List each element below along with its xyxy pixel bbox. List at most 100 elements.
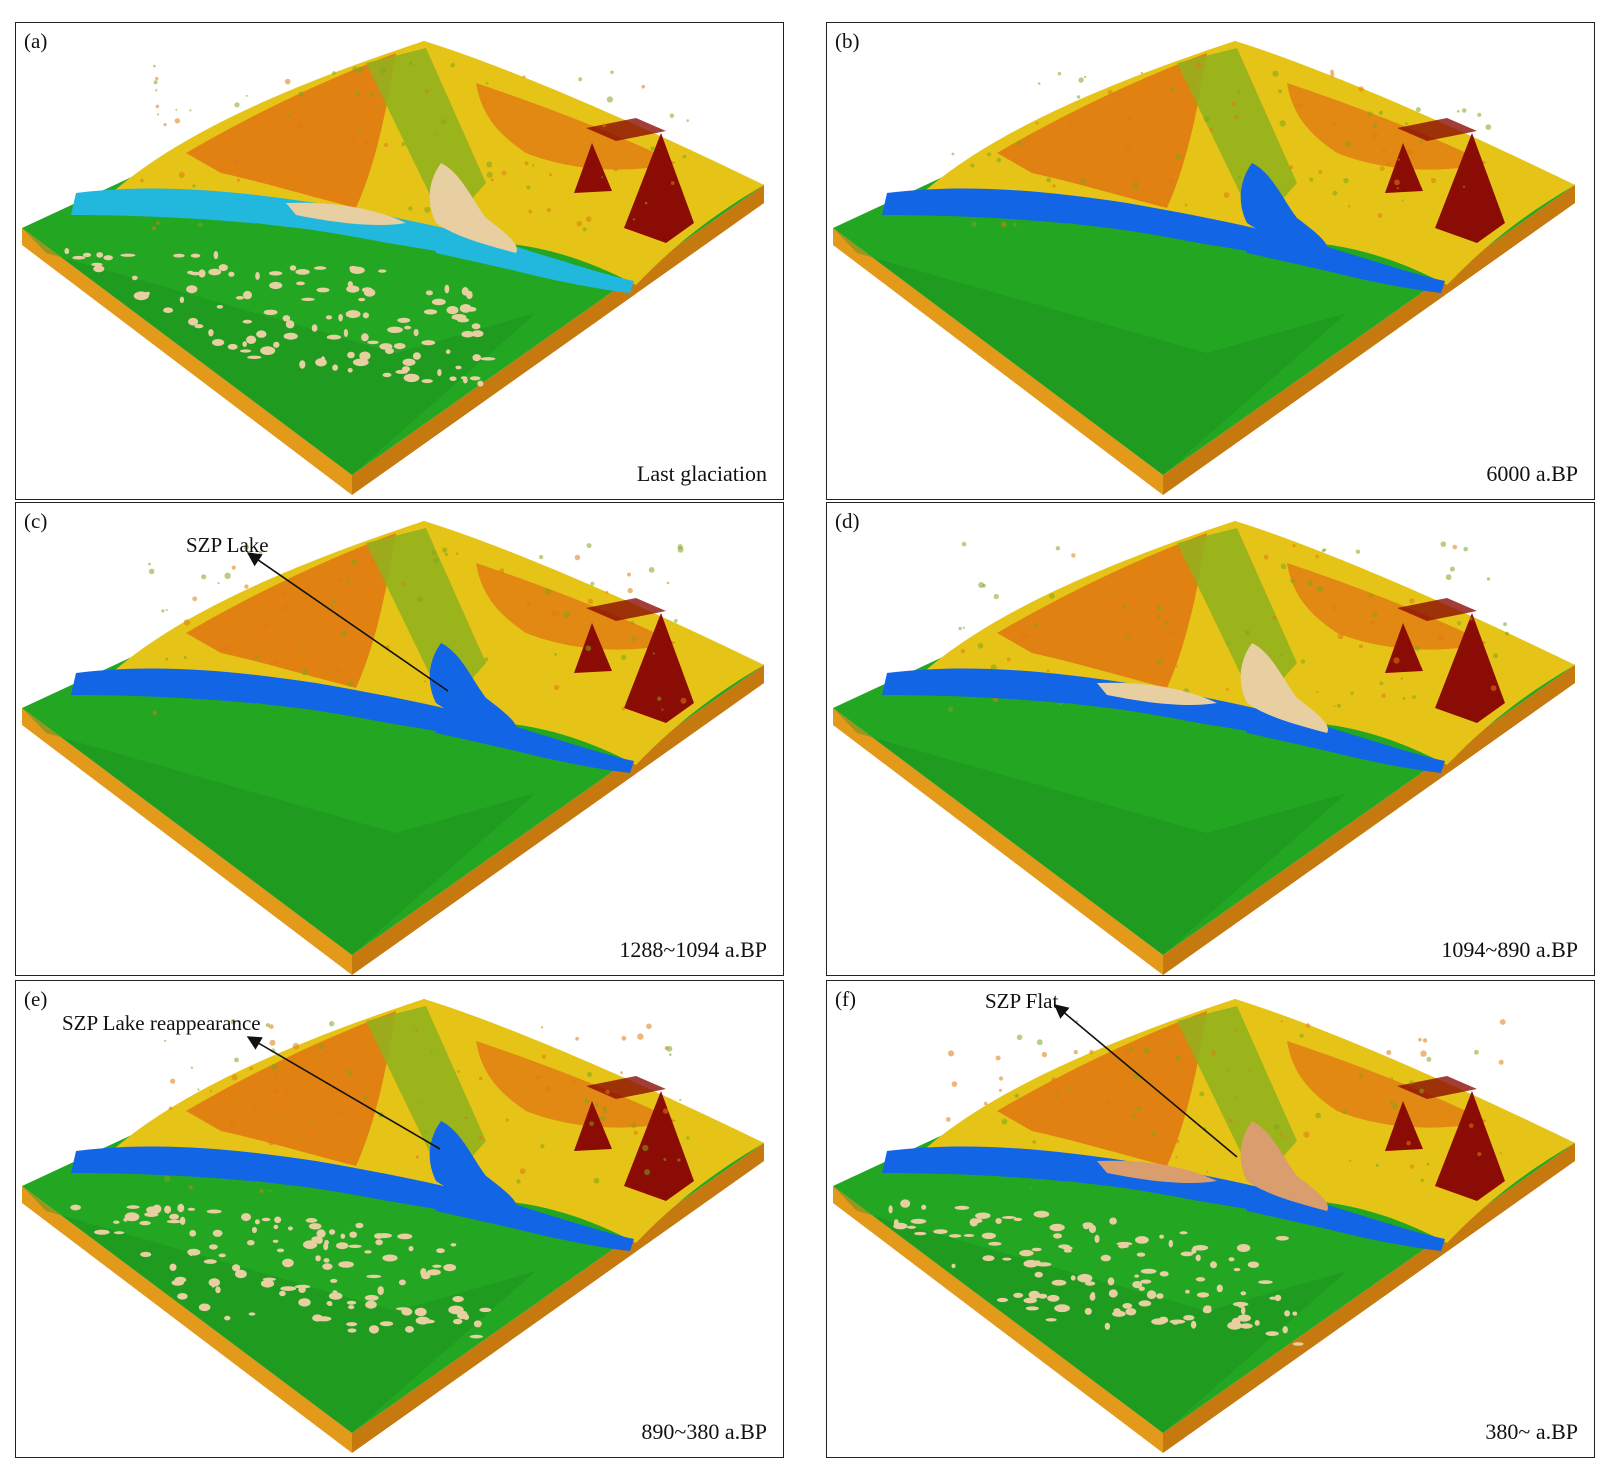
sand-patch	[1051, 1279, 1067, 1286]
sand-patch	[982, 1255, 995, 1262]
sand-patch	[1240, 1291, 1247, 1296]
terrain-speck	[661, 708, 664, 711]
sand-patch	[1100, 1254, 1111, 1262]
river-island	[254, 703, 436, 737]
terrain-speck	[424, 206, 431, 213]
sand-patch	[398, 1279, 406, 1286]
sand-patch	[280, 1286, 297, 1291]
terrain-speck	[345, 579, 349, 583]
terrain-speck	[156, 113, 160, 116]
annotation-arrow	[246, 552, 449, 692]
terrain-speck	[298, 91, 304, 97]
sand-patch	[228, 271, 235, 277]
sand-patch	[169, 1263, 177, 1271]
terrain-speck	[358, 127, 362, 131]
sand-patch	[1156, 1293, 1164, 1299]
terrain-speck	[479, 1076, 483, 1081]
sand-patch	[140, 1251, 152, 1257]
terrain-speck	[1290, 578, 1295, 584]
terrain-speck	[1498, 1059, 1504, 1065]
terrain-speck	[209, 1089, 213, 1093]
sand-patch	[322, 1263, 333, 1270]
terrain-speck	[995, 1055, 1001, 1061]
terrain-speck	[1499, 1152, 1503, 1155]
terrain-speck	[331, 139, 335, 143]
floodplain-deposit	[286, 202, 406, 226]
terrain-speck	[1156, 658, 1162, 665]
sand-patch	[305, 1218, 318, 1223]
sand-patch	[218, 264, 228, 272]
terrain-speck	[621, 654, 627, 660]
peak-large	[624, 133, 694, 243]
terrain-speck	[1409, 598, 1415, 604]
terrain-speck	[281, 603, 289, 610]
terrain-speck	[263, 623, 270, 629]
sand-patch	[1084, 1307, 1092, 1315]
sand-patch	[404, 325, 412, 330]
terrain-speck	[575, 1036, 579, 1041]
terrain-speck	[1359, 644, 1363, 649]
sand-patch	[455, 365, 462, 370]
sand-patch	[269, 281, 283, 290]
terrain-speck	[958, 626, 962, 631]
terrain-speck	[243, 544, 249, 550]
sand-patch	[981, 1232, 996, 1239]
sand-patch	[247, 355, 262, 359]
terrain-speck	[1175, 665, 1179, 668]
terrain-speck	[1126, 635, 1131, 640]
sand-patch	[336, 1242, 349, 1250]
sand-patch	[242, 319, 253, 324]
terrain-speck	[1368, 593, 1373, 598]
terrain-speck	[478, 1135, 484, 1141]
terrain-speck	[1358, 1074, 1364, 1079]
terrain-speck	[330, 604, 334, 608]
terrain-speck	[630, 621, 635, 625]
sand-patch	[338, 1261, 354, 1268]
terrain-speck	[528, 209, 533, 214]
sand-patch	[1054, 1304, 1070, 1313]
block-right-side	[352, 185, 764, 495]
terrain-speck	[415, 1155, 419, 1159]
sand-patch	[1192, 1245, 1209, 1251]
terrain-speck	[401, 141, 406, 147]
sand-patch	[375, 1239, 383, 1246]
terrain-speck	[284, 78, 291, 85]
sand-patch	[190, 271, 201, 276]
sand-patch	[187, 1248, 201, 1256]
sand-patch	[1159, 1234, 1164, 1239]
terrain-speck	[1493, 653, 1499, 659]
sand-patch	[282, 1258, 294, 1268]
sand-patch	[316, 1316, 332, 1322]
sand-patch	[1104, 1322, 1111, 1330]
sand-patch	[463, 1314, 470, 1320]
terrain-speck	[1143, 118, 1147, 123]
ridge-red	[1397, 598, 1477, 621]
sand-patch	[213, 251, 219, 260]
sand-patch	[995, 1218, 1002, 1224]
terrain-speck	[1033, 623, 1039, 628]
sand-patch	[224, 1315, 231, 1321]
sand-patch	[349, 1231, 358, 1238]
terrain-speck	[285, 1088, 290, 1093]
terrain-speck	[1474, 1049, 1479, 1055]
sand-patch	[1045, 1318, 1057, 1322]
sand-patch	[198, 269, 206, 278]
terrain-speck	[1048, 165, 1052, 169]
sand-patch	[473, 1320, 482, 1328]
sand-patch	[1125, 1308, 1137, 1316]
terrain-speck	[482, 100, 486, 104]
terrain-speck	[1300, 659, 1306, 664]
terrain-speck	[549, 173, 552, 177]
sand-patch	[1090, 1292, 1096, 1298]
panel-label: (b)	[835, 29, 860, 53]
sand-patch	[273, 341, 280, 348]
terrain-speck	[340, 631, 347, 637]
sand-patch	[1258, 1280, 1273, 1284]
sand-patch	[203, 1259, 217, 1264]
terrain-speck	[263, 136, 266, 139]
terrain-speck	[464, 1117, 467, 1120]
panel-label: (a)	[24, 29, 48, 53]
sand-patch	[124, 1212, 140, 1222]
terrain-speck	[631, 636, 637, 642]
sand-patch	[315, 1255, 321, 1262]
